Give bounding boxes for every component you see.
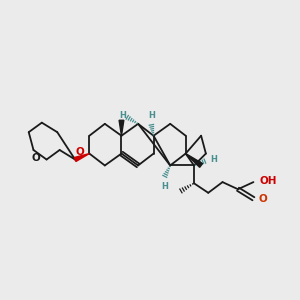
Text: O: O: [258, 194, 267, 204]
Text: H: H: [161, 182, 168, 191]
Text: O: O: [76, 147, 85, 158]
Text: H: H: [119, 111, 126, 120]
Text: OH: OH: [260, 176, 277, 186]
Text: H: H: [211, 155, 218, 164]
Text: O: O: [32, 153, 40, 163]
Polygon shape: [119, 120, 124, 136]
Text: H: H: [148, 111, 154, 120]
Polygon shape: [74, 154, 89, 161]
Polygon shape: [186, 154, 202, 167]
